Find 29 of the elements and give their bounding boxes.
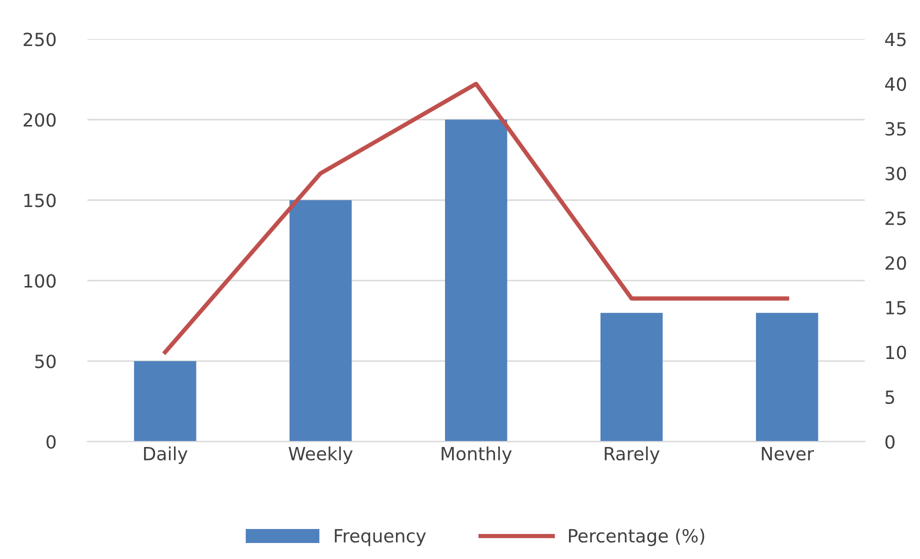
y-tick-label: 50 <box>35 354 56 368</box>
x-tick-label: Monthly <box>442 446 512 464</box>
bar <box>445 120 508 442</box>
y-tick-label: 150 <box>24 194 56 208</box>
y2-tick-label: 15 <box>886 301 906 315</box>
bar <box>134 361 196 442</box>
line-series <box>163 82 790 354</box>
y2-tick-label: 30 <box>886 166 906 180</box>
y-tick-label: 200 <box>24 113 56 127</box>
x-tick-label: Weekly <box>288 446 353 464</box>
x-tick-label: Rarely <box>604 446 660 464</box>
y2-tick-label: 45 <box>885 32 906 46</box>
bar <box>756 312 818 442</box>
y2-tick-label: 10 <box>886 346 906 360</box>
legend-label: Frequency <box>334 529 426 546</box>
bar <box>290 200 352 442</box>
y-tick-label: 250 <box>24 32 56 46</box>
x-tick-label: Never <box>762 447 814 460</box>
bar <box>600 312 663 442</box>
y-tick-label: 0 <box>46 435 56 449</box>
y2-tick-label: 35 <box>886 122 906 136</box>
y2-tick-label: 40 <box>885 77 906 91</box>
x-tick-label: Daily <box>144 446 188 464</box>
y2-tick-label: 25 <box>886 211 906 226</box>
y2-tick-label: 0 <box>885 435 895 449</box>
legend-label: Percentage (%) <box>568 528 704 546</box>
y2-tick-label: 5 <box>886 390 894 404</box>
y2-tick-label: 20 <box>886 256 906 270</box>
y-tick-label: 100 <box>24 274 56 288</box>
